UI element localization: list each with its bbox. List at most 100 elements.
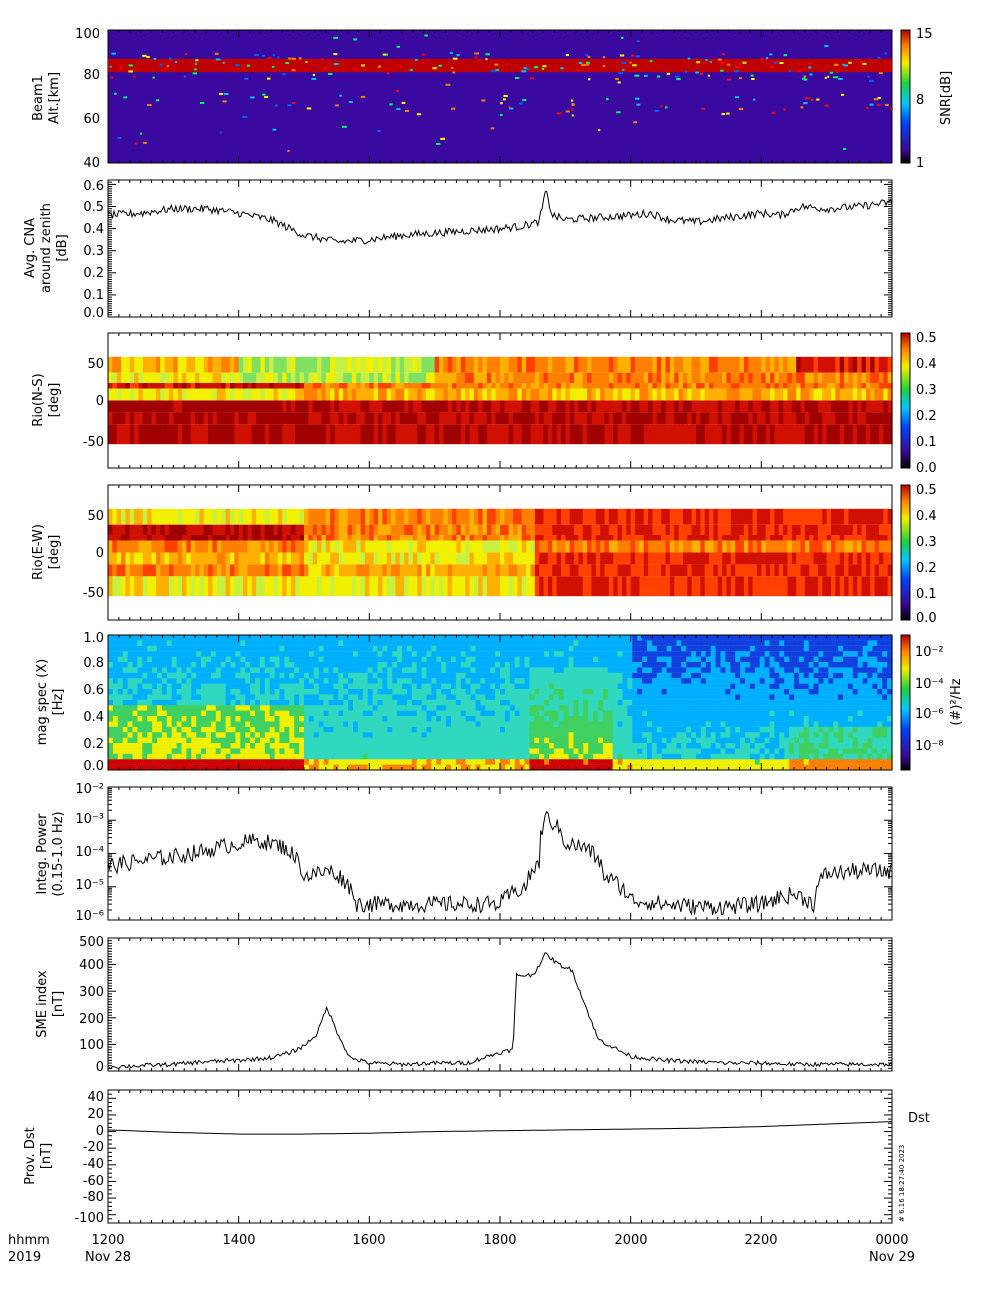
rio-cell — [182, 564, 187, 577]
magspec-cell — [210, 764, 217, 770]
rio-cell — [852, 424, 858, 445]
rio-cell — [347, 508, 353, 525]
ytick-rio-ew-0: 0 — [96, 546, 104, 561]
magspec-cell — [250, 705, 256, 711]
rio-cell — [800, 383, 806, 389]
magspec-cell — [485, 721, 491, 727]
magspec-cell — [147, 640, 153, 646]
rio-cell — [238, 564, 244, 577]
rio-cell — [334, 564, 340, 577]
rio-cell — [182, 372, 187, 384]
rio-cell — [486, 383, 492, 389]
magspec-cell — [215, 635, 222, 641]
rio-cell — [434, 540, 440, 553]
rio-cell — [534, 552, 540, 565]
rio-cell — [364, 540, 370, 553]
magspec-cell — [142, 726, 148, 733]
magspec-cell — [362, 651, 369, 657]
magspec-cell — [460, 737, 467, 743]
magspec-cell — [284, 737, 290, 743]
rio-cell — [730, 552, 736, 565]
rio-cell — [108, 400, 113, 413]
rio-cell — [290, 412, 296, 425]
rio-cell — [116, 564, 122, 577]
magspec-cell — [504, 726, 511, 733]
magspec-cell — [519, 645, 526, 652]
magspec-cell — [206, 716, 212, 722]
magspec-cell — [406, 743, 413, 749]
magspec-cell — [220, 753, 227, 760]
magspec-cell — [259, 705, 266, 711]
magspec-cell — [161, 710, 168, 716]
colorbar-snr-tick-15: 15 — [916, 27, 933, 42]
rio-cell — [722, 524, 728, 536]
rio-cell — [356, 540, 362, 553]
rio-cell — [134, 524, 140, 536]
rio-cell — [478, 535, 484, 541]
rio-cell — [791, 424, 797, 445]
snr-echo-pixel — [649, 60, 653, 63]
rio-cell — [330, 508, 336, 525]
rio-cell — [399, 508, 405, 525]
rio-cell — [404, 540, 410, 553]
magspec-cell — [411, 737, 418, 743]
magspec-cell — [201, 683, 207, 689]
rio-cell — [652, 564, 658, 577]
magspec-cell — [426, 683, 432, 689]
magspec-cell — [392, 689, 398, 695]
magspec-cell — [500, 716, 506, 722]
rio-cell — [556, 424, 562, 445]
rio-cell — [199, 576, 205, 597]
rio-cell — [147, 535, 153, 541]
magspec-cell — [382, 737, 388, 743]
rio-cell — [852, 372, 858, 384]
rio-cell — [443, 400, 449, 413]
rio-cell — [804, 576, 810, 597]
rio-cell — [817, 400, 823, 413]
rio-cell — [330, 524, 336, 536]
rio-cell — [717, 372, 723, 384]
magspec-cell — [529, 726, 535, 733]
magspec-cell — [406, 651, 413, 657]
magspec-cell — [240, 662, 246, 668]
magspec-cell — [294, 705, 300, 711]
magspec-cell — [353, 640, 359, 646]
rio-cell — [221, 388, 227, 401]
rio-cell — [491, 412, 497, 425]
rio-cell — [883, 412, 889, 425]
rio-cell — [770, 540, 775, 553]
magspec-cell — [367, 743, 374, 749]
magspec-cell — [402, 656, 408, 662]
magspec-cell — [127, 635, 134, 641]
rio-cell — [138, 508, 144, 525]
magspec-cell — [343, 678, 349, 684]
magspec-cell — [421, 748, 428, 754]
rio-cell — [465, 535, 471, 541]
rio-cell — [726, 535, 732, 541]
magspec-cell — [269, 672, 276, 679]
magspec-cell — [529, 759, 535, 765]
rio-cell — [199, 400, 205, 413]
rio-cell — [334, 383, 340, 389]
rio-cell — [735, 372, 741, 384]
magspec-cell — [147, 710, 153, 716]
rio-cell — [874, 383, 880, 389]
rio-cell — [595, 383, 601, 389]
magspec-cell — [269, 651, 276, 657]
rio-cell — [648, 576, 654, 597]
rio-cell — [813, 535, 819, 541]
magspec-cell — [304, 645, 310, 652]
rio-cell — [121, 552, 127, 565]
magspec-cell — [176, 678, 183, 684]
magspec-cell — [495, 672, 501, 679]
rio-cell — [500, 552, 505, 565]
rio-cell — [208, 564, 214, 577]
magspec-cell — [490, 753, 496, 760]
rio-cell — [260, 524, 266, 536]
magspec-cell — [377, 748, 383, 754]
magspec-cell — [455, 710, 462, 716]
magspec-cell — [426, 689, 432, 695]
rio-cell — [504, 356, 510, 373]
rio-cell — [334, 372, 340, 384]
rio-cell — [247, 564, 253, 577]
